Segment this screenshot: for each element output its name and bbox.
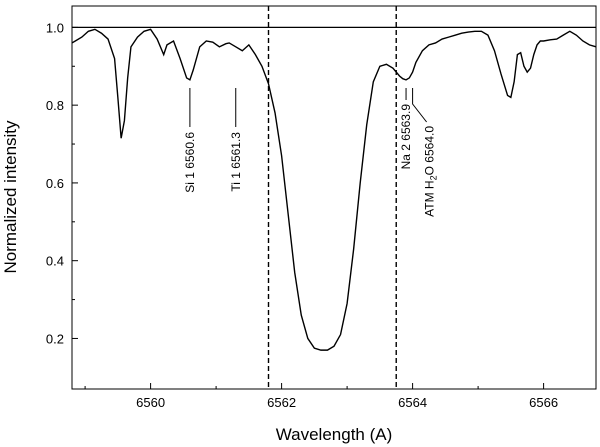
atm-label-subscript: 2 <box>429 175 439 180</box>
na-line-label: Na 2 6563.9 <box>399 104 413 170</box>
y-tick-label: 0.2 <box>46 331 64 346</box>
atm-h2o-line-label: ATM H2O 6564.0 <box>423 126 439 217</box>
plot-frame <box>71 5 597 390</box>
atm-label-prefix: ATM H <box>423 180 437 216</box>
x-tick-label: 6560 <box>136 395 165 410</box>
atm-label-suffix: O 6564.0 <box>423 126 437 176</box>
y-tick-label: 0.6 <box>46 176 64 191</box>
y-tick-label: 1.0 <box>46 20 64 35</box>
si-line-label: Si 1 6560.6 <box>183 132 197 193</box>
y-tick-label: 0.4 <box>46 254 64 269</box>
x-axis-title: Wavelength (A) <box>276 425 393 444</box>
y-axis-title: Normalized intensity <box>1 120 20 274</box>
ti-line-label: Ti 1 6561.3 <box>229 132 243 192</box>
atm-leader-line <box>412 88 427 123</box>
y-tick-label: 0.8 <box>46 98 64 113</box>
x-tick-label: 6562 <box>267 395 296 410</box>
spectrum-line <box>71 28 597 351</box>
x-tick-label: 6566 <box>529 395 558 410</box>
x-tick-label: 6564 <box>398 395 427 410</box>
